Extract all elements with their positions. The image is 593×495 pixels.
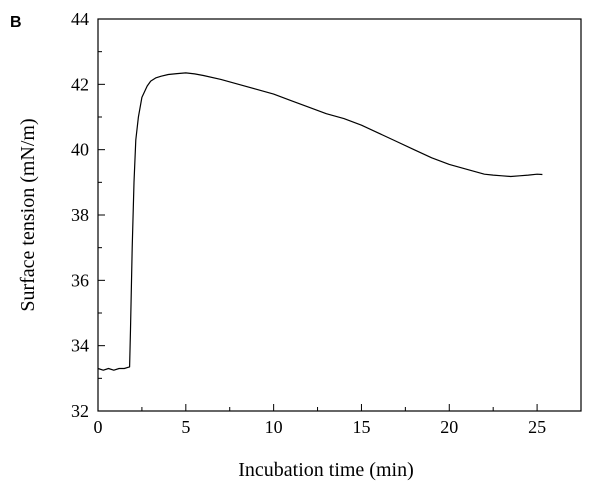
y-tick-label: 36	[71, 270, 89, 290]
y-tick-label: 40	[71, 140, 89, 160]
x-tick-label: 5	[181, 417, 190, 437]
panel-label: B	[10, 14, 22, 31]
plot-frame	[97, 18, 582, 412]
y-axis-label: Surface tension (mN/m)	[17, 118, 39, 311]
x-tick-label: 25	[528, 417, 546, 437]
y-tick-label: 44	[71, 9, 89, 29]
x-axis-label: Incubation time (min)	[238, 459, 414, 481]
series-line	[97, 72, 543, 371]
x-tick-label: 20	[440, 417, 458, 437]
x-tick-label: 10	[265, 417, 283, 437]
y-tick-label: 42	[71, 74, 89, 94]
x-tick-label: 0	[94, 417, 103, 437]
y-tick-label: 32	[71, 401, 89, 421]
y-tick-label: 34	[71, 336, 89, 356]
watermark-text: 知乎 @上海谓载科技	[446, 456, 576, 473]
y-tick-label: 38	[71, 205, 89, 225]
x-tick-label: 15	[352, 417, 370, 437]
